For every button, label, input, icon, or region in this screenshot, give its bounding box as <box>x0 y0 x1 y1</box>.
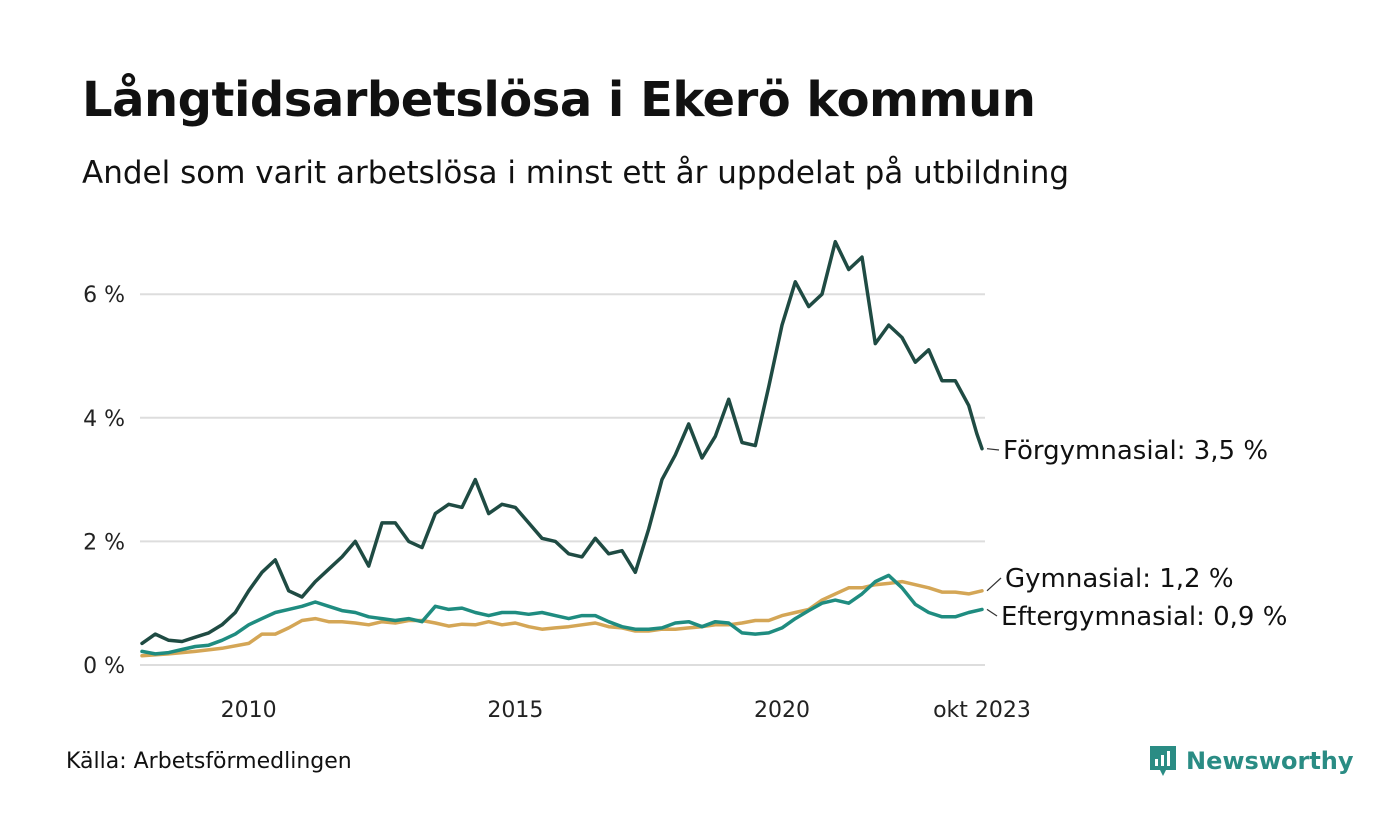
y-axis-ticks: 0 % 2 % 4 % 6 % <box>83 283 125 679</box>
y-tick-label: 2 % <box>83 530 125 555</box>
series-label-förgymnasial: Förgymnasial: 3,5 % <box>1003 436 1268 466</box>
series-lines <box>140 239 984 658</box>
y-tick-label: 4 % <box>83 407 125 432</box>
source-note: Källa: Arbetsförmedlingen <box>66 749 352 774</box>
series-label-eftergymnasial: Eftergymnasial: 0,9 % <box>1001 602 1287 632</box>
chart-title: Långtidsarbetslösa i Ekerö kommun <box>82 72 1036 128</box>
y-tick-label: 6 % <box>83 283 125 308</box>
series-end-labels: Förgymnasial: 3,5 % Gymnasial: 1,2 % Efter… <box>986 436 1287 632</box>
y-tick-label: 0 % <box>83 654 125 679</box>
x-tick-label: 2020 <box>754 698 810 723</box>
gridlines <box>140 293 985 666</box>
brand-name: Newsworthy <box>1186 747 1354 775</box>
leader-line <box>986 608 998 617</box>
leader-line <box>986 577 1002 592</box>
series-line-eftergymnasial <box>140 573 984 656</box>
x-axis-ticks: 2010 2015 2020 okt 2023 <box>221 698 1031 723</box>
brand-logo: Newsworthy <box>1148 744 1354 778</box>
series-line-gymnasial <box>140 579 984 658</box>
series-line-förgymnasial <box>140 239 984 646</box>
x-tick-label: 2010 <box>221 698 277 723</box>
x-tick-label: okt 2023 <box>933 698 1031 723</box>
x-tick-label: 2015 <box>487 698 543 723</box>
series-label-gymnasial: Gymnasial: 1,2 % <box>1005 564 1234 594</box>
chart-subtitle: Andel som varit arbetslösa i minst ett å… <box>82 155 1070 191</box>
leader-line <box>986 448 1000 451</box>
newsworthy-logo-icon <box>1150 746 1176 776</box>
